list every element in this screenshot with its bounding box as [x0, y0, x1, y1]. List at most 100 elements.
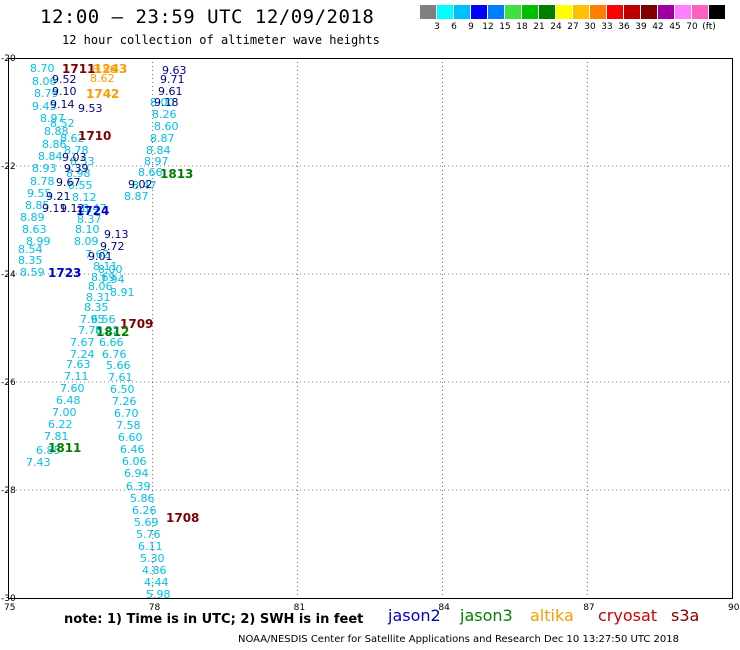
wave-height-label: 8.35 [84, 301, 109, 314]
color-scale-legend [420, 5, 726, 19]
wave-height-label: 8.70 [30, 62, 55, 75]
color-scale-labels: 3 6 9 12 15 18 21 24 27 30 33 36 39 42 45 70 (ft) [420, 22, 740, 34]
legend-swatch [675, 5, 692, 19]
wave-height-label: 6.39 [126, 480, 151, 493]
wave-height-label: 8.69 [91, 271, 116, 284]
legend-tick-label: 21 [533, 22, 545, 32]
y-axis-tick-label: -30 [1, 594, 16, 604]
wave-height-label: 6.46 [120, 443, 145, 456]
legend-swatch [607, 5, 624, 19]
legend-swatch [556, 5, 573, 19]
legend-swatch [692, 5, 709, 19]
wave-height-label: 8.88 [44, 125, 69, 138]
wave-height-label: 8.12 [72, 191, 97, 204]
wave-height-label: 8.06 [32, 75, 57, 88]
legend-swatch [573, 5, 590, 19]
wave-height-label: 6.06 [122, 455, 147, 468]
wave-height-label: 9.39 [64, 162, 89, 175]
wave-height-label: 8.89 [20, 211, 45, 224]
pass-time-label: 1724 [76, 204, 109, 218]
wave-height-label: 7.76 [78, 324, 103, 337]
wave-height-label: 8.00 [150, 96, 175, 109]
wave-height-label: 8.93 [32, 162, 57, 175]
wave-height-label: 7.11 [64, 370, 89, 383]
wave-height-label: 9.12 [60, 202, 85, 215]
wave-height-label: 9.45 [32, 100, 57, 113]
wave-height-label: 9.63 [162, 64, 187, 77]
legend-tick-label: 18 [516, 22, 528, 32]
pass-time-label: 1813 [160, 167, 193, 181]
y-axis-tick-label: -22 [1, 162, 16, 172]
wave-height-label: 7.60 [60, 382, 85, 395]
wave-height-label: 6.50 [110, 383, 135, 396]
satellite-legend-item: jason2 [388, 606, 441, 625]
legend-swatch [420, 5, 437, 19]
wave-height-label: 8.86 [42, 138, 67, 151]
legend-swatch [539, 5, 556, 19]
wave-height-label: 8.11 [93, 260, 118, 273]
pass-time-label: 1811 [48, 441, 81, 455]
page-subtitle: 12 hour collection of altimeter wave hei… [62, 33, 380, 47]
satellite-legend-item: altika [530, 606, 574, 625]
wave-height-label: 6.66 [99, 336, 124, 349]
wave-height-label: 8.53 [70, 155, 95, 168]
pass-time-label: 1243 [94, 62, 127, 76]
legend-tick-label: 45 [669, 22, 681, 32]
wave-height-label: 8.59 [20, 266, 45, 279]
wave-height-label: 6.85 [36, 444, 61, 457]
wave-height-label: 9.53 [78, 102, 103, 115]
wave-height-label: 9.14 [50, 98, 75, 111]
legend-tick-label: 24 [550, 22, 562, 32]
wave-height-label: 6.76 [102, 348, 127, 361]
legend-swatch [624, 5, 641, 19]
legend-swatch [658, 5, 675, 19]
wave-height-label: 8.84 [38, 150, 63, 163]
y-axis-tick-label: -26 [1, 378, 16, 388]
wave-height-label: 4.44 [144, 576, 169, 589]
wave-height-label: 5.86 [130, 492, 155, 505]
wave-height-label: 9.13 [104, 228, 129, 241]
wave-height-label: 8.66 [138, 166, 163, 179]
wave-height-label: 6.22 [48, 418, 73, 431]
pass-time-label: 1710 [78, 129, 111, 143]
wave-height-label: 8.78 [30, 175, 55, 188]
wave-height-label: 9.72 [100, 240, 125, 253]
pass-time-label: 1708 [166, 511, 199, 525]
wave-height-label: 5.66 [106, 359, 131, 372]
wave-height-label: 8.47 [132, 179, 157, 192]
wave-height-label: 5.30 [140, 552, 165, 565]
satellite-legend-item: s3a [671, 606, 700, 625]
legend-swatch [522, 5, 539, 19]
wave-height-label: 8.97 [144, 155, 169, 168]
legend-swatch [454, 5, 471, 19]
wave-height-label: 8.10 [75, 223, 100, 236]
wave-height-label: 9.01 [88, 250, 113, 263]
wave-height-label: 5.69 [134, 516, 159, 529]
legend-swatch [437, 5, 454, 19]
x-axis-tick-label: 81 [294, 603, 305, 613]
x-axis-tick-label: 90 [728, 603, 740, 613]
wave-height-label: 8.97 [40, 112, 65, 125]
legend-swatch [709, 5, 726, 19]
wave-height-label: 6.26 [132, 504, 157, 517]
y-axis-tick-label: -28 [1, 486, 16, 496]
wave-height-label: 7.26 [112, 395, 137, 408]
legend-tick-label: 36 [618, 22, 630, 32]
wave-height-label: 7.24 [70, 348, 95, 361]
map-frame [8, 58, 733, 599]
wave-height-label: 7.67 [70, 336, 95, 349]
wave-height-label: 7.62 [85, 248, 110, 261]
legend-swatch [505, 5, 522, 19]
wave-height-label: 8.26 [152, 108, 177, 121]
x-axis-tick-label: 75 [4, 603, 15, 613]
wave-height-label: 7.94 [100, 273, 125, 286]
legend-swatch [471, 5, 488, 19]
wave-height-label: 8.60 [154, 120, 179, 133]
wave-height-label: 8.56 [92, 63, 117, 76]
legend-swatch [590, 5, 607, 19]
legend-tick-label: (ft) [702, 22, 716, 32]
wave-height-label: 5.98 [146, 588, 171, 601]
wave-height-label: 6.94 [124, 467, 149, 480]
y-axis-tick-label: -24 [1, 270, 16, 280]
